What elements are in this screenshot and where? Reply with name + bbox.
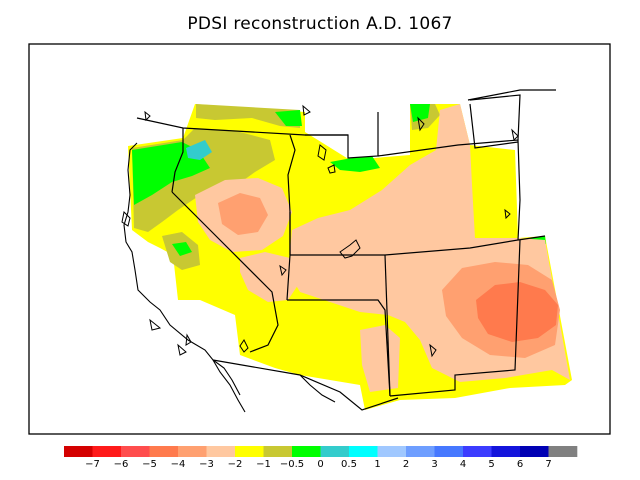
id-mt-border [305,112,379,159]
colorbar-swatch [292,446,321,457]
colorbar-label: −5 [142,459,157,470]
colorbar-label: −7 [85,459,100,470]
green-patch-ne [410,104,430,122]
lakes [121,104,519,358]
puget-sound [121,210,131,227]
ca-nv-border [171,191,279,353]
lake-powell [429,343,437,358]
colorbar-swatch [349,446,378,457]
mexico-border [212,359,399,411]
lake-mead [279,264,287,277]
dry-region-mid [240,252,300,302]
colorbar [64,446,578,457]
lake-ne-1 [417,116,425,132]
yellowstone-lake [327,164,336,174]
colorbar-label: −2 [227,459,243,470]
gulf-coastline [299,374,336,403]
colorbar-label: 7 [545,459,552,470]
co-ks-border [517,235,546,241]
green-patch-north [275,110,302,126]
boundaries [136,89,556,411]
colorbar-swatch [178,446,207,457]
ne-border [469,103,519,149]
colorbar-swatch [149,446,179,457]
colorbar-label: 1 [374,459,381,470]
colorbar-label: 2 [402,459,410,470]
colorbar-swatch [548,446,578,457]
canada-border-east [467,89,556,101]
colorbar-label: 4 [459,459,467,470]
nv-ut-border [286,212,291,301]
lake-tahoe [239,339,249,353]
colorbar-label: 6 [516,459,524,470]
colorbar-labels: −7 −6 −5 −4 −3 −2 −1 −0.5 0 0.5 1 2 3 4 5 6 7 [0,459,640,473]
colorbar-label: 5 [488,459,495,470]
green-patch-sw [172,242,192,256]
orange-core-west [218,193,268,235]
teal-patch [186,140,212,160]
dakota-border [469,94,521,141]
colorbar-swatch [520,446,549,457]
lake-ne-2 [511,128,519,142]
baja-coastline [212,359,246,413]
ut-co-border [384,254,391,397]
colorbar-label: −3 [199,459,214,470]
colorbar-swatch [235,446,264,457]
colorbar-label: 0 [317,459,324,470]
map-frame [28,43,611,435]
colorbar-swatch [491,446,521,457]
lake-nw-3 [177,343,187,356]
olive-patch-north [196,104,300,128]
map-title: PDSI reconstruction A.D. 1067 [187,14,453,34]
lake-nw-2 [149,318,162,331]
colorbar-swatch [434,446,464,457]
lake-nw-1 [144,110,151,122]
dry-region-south [360,325,400,392]
colorbar-swatch [463,446,492,457]
colorbar-swatch [121,446,150,457]
az-border [287,299,391,397]
colorbar-swatch [64,446,93,457]
colorbar-swatch [320,446,350,457]
colorbar-label: 3 [431,459,438,470]
colorbar-swatch [377,446,407,457]
colorbar-swatch [206,446,236,457]
wy-border [290,139,521,256]
great-salt-lake [339,239,361,259]
green-patch-center [330,156,380,172]
colorbar-swatch [263,446,293,457]
colorbar-swatch [92,446,122,457]
colorbar-label: −1 [256,459,271,470]
wa-or-border [171,128,184,193]
lake-ne-3 [504,208,511,220]
colorbar-label: −0.5 [279,459,305,470]
colorbar-swatch [406,446,435,457]
flathead-lake [317,144,327,161]
nm-border [389,239,521,397]
colorbar-label: −4 [170,459,186,470]
colorbar-label: −6 [113,459,129,470]
salton-sea [185,333,192,346]
colorbar-label: 0.5 [341,459,357,470]
lake-north [302,104,311,116]
